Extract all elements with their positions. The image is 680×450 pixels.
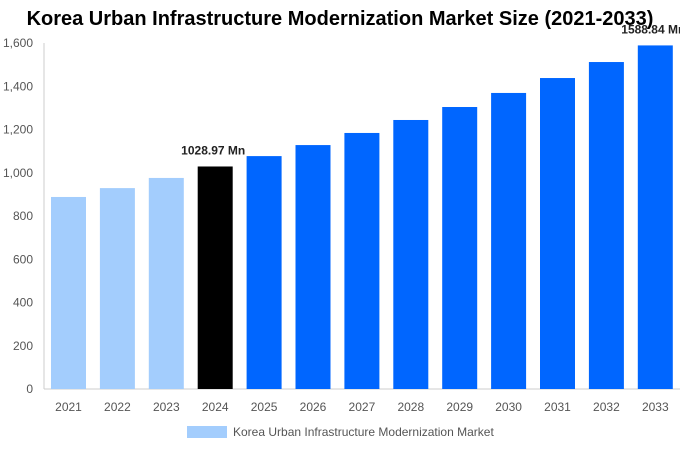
y-tick-label: 200 — [13, 339, 33, 353]
y-tick-label: 400 — [13, 296, 33, 310]
data-label: 1588.84 Mn — [621, 22, 680, 36]
bar-2024 — [197, 166, 233, 389]
x-tick-label: 2029 — [446, 400, 473, 414]
x-tick-label: 2031 — [544, 400, 571, 414]
bar-2023 — [148, 177, 184, 389]
bar-2031 — [540, 78, 575, 389]
bar-2029 — [442, 107, 478, 389]
x-tick-label: 2022 — [104, 400, 131, 414]
x-tick-label: 2033 — [642, 400, 669, 414]
y-tick-label: 0 — [26, 382, 33, 396]
bar-2032 — [588, 62, 624, 389]
x-tick-label: 2021 — [55, 400, 82, 414]
x-tick-label: 2028 — [397, 400, 424, 414]
bar-2028 — [393, 119, 429, 390]
legend-swatch — [187, 426, 227, 438]
y-tick-label: 1,000 — [3, 166, 33, 180]
x-tick-label: 2023 — [153, 400, 180, 414]
y-tick-label: 1,200 — [3, 123, 33, 137]
chart-title: Korea Urban Infrastructure Modernization… — [26, 8, 654, 30]
bar-2033 — [637, 45, 673, 389]
legend-label: Korea Urban Infrastructure Modernization… — [233, 425, 494, 439]
data-label: 1028.97 Mn — [181, 143, 245, 157]
x-tick-label: 2025 — [251, 400, 278, 414]
x-tick-label: 2027 — [349, 400, 376, 414]
y-tick-label: 800 — [13, 209, 33, 223]
legend: Korea Urban Infrastructure Modernization… — [187, 425, 494, 439]
bar-2030 — [491, 92, 527, 390]
bar-2025 — [246, 156, 282, 389]
bar-2022 — [99, 188, 135, 389]
bar-2021 — [51, 196, 86, 389]
y-tick-label: 600 — [13, 252, 33, 266]
x-tick-label: 2024 — [202, 400, 229, 414]
bar-2026 — [295, 145, 331, 389]
x-tick-label: 2032 — [593, 400, 620, 414]
bar-2027 — [344, 132, 380, 389]
y-tick-label: 1,600 — [3, 36, 33, 50]
x-tick-label: 2030 — [495, 400, 522, 414]
y-tick-label: 1,400 — [3, 79, 33, 93]
x-tick-label: 2026 — [300, 400, 327, 414]
